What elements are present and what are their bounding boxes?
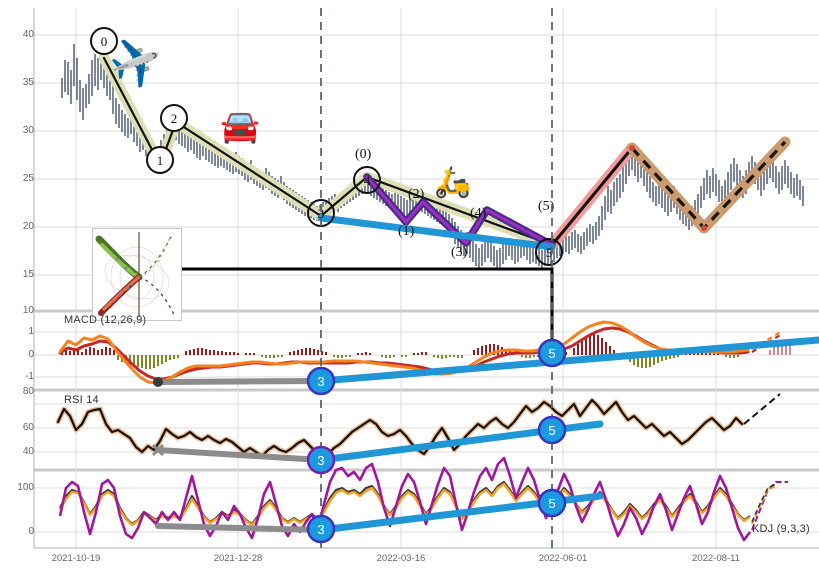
kdj-d-line <box>58 482 751 527</box>
rsi-panel-label: RSI 14 <box>64 394 99 406</box>
scooter-icon: 🛵 <box>434 166 472 199</box>
xtick-3: 2022-06-01 <box>538 553 588 564</box>
price-ytick-10: 10 <box>22 305 34 316</box>
xtick-2: 2022-03-16 <box>376 553 426 564</box>
pivot-kdj-5-label: 5 <box>548 496 555 511</box>
kdj-ytick-100: 100 <box>17 482 34 493</box>
car-icon: 🚘 <box>220 108 260 144</box>
price-ytick-20: 20 <box>22 221 34 232</box>
macd-ytick-0: 0 <box>28 349 34 360</box>
subwave-label-4: (4) <box>470 206 487 221</box>
macd-gray-divergence-line <box>155 378 324 385</box>
pivot-macd-5-label: 5 <box>548 346 555 361</box>
pivot-rsi-3[interactable]: 3 <box>306 445 336 475</box>
price-ytick-25: 25 <box>22 173 34 184</box>
price-ytick-40: 40 <box>22 29 34 40</box>
wave-label-2: 2 <box>171 111 178 126</box>
rsi-line <box>56 398 744 460</box>
kdj-j-line <box>58 456 752 542</box>
rsi-ytick-60: 60 <box>22 422 34 433</box>
wave-label-1: 1 <box>157 153 164 168</box>
price-blue-trendline <box>317 214 556 251</box>
bullish-leg-line <box>550 146 634 247</box>
pivot-rsi-5[interactable]: 5 <box>537 415 567 445</box>
wave-label-3: 3 <box>318 206 325 221</box>
pivot-kdj-3[interactable]: 3 <box>306 514 336 544</box>
subwave-label-0: (0) <box>355 147 372 162</box>
macd-blue-divergence-line <box>317 336 819 385</box>
wave-label-0: 0 <box>101 34 108 49</box>
inset-thumbnail-graphic <box>93 229 181 320</box>
macd-ytick-neg1: -1 <box>25 371 34 382</box>
wave-label-4: 4 <box>364 173 371 188</box>
xtick-1: 2021-12-28 <box>213 553 263 564</box>
rsi-ytick-40: 40 <box>22 446 34 457</box>
sub-wave-purple-inner <box>365 175 554 247</box>
macd-ytick-1: 1 <box>28 326 34 337</box>
price-ytick-35: 35 <box>22 77 34 88</box>
macd-line <box>58 320 750 385</box>
rsi-ytick-80: 80 <box>22 386 34 397</box>
pivot-kdj-3-label: 3 <box>317 522 324 537</box>
kdj-panel-label: KDJ (9,3,3) <box>752 523 810 535</box>
pivot-rsi-3-label: 3 <box>317 453 324 468</box>
xtick-0: 2021-10-19 <box>51 553 101 564</box>
pivot-rsi-5-label: 5 <box>548 423 555 438</box>
price-ytick-15: 15 <box>22 269 34 280</box>
rsi-gray-divergence-line <box>155 447 324 463</box>
pivot-macd-3[interactable]: 3 <box>306 366 336 396</box>
inset-thumbnail[interactable] <box>92 228 182 321</box>
xtick-4: 2022-08-11 <box>692 553 740 564</box>
subwave-label-2: (2) <box>408 187 425 202</box>
wave-label-5: 5 <box>546 245 553 260</box>
pivot-kdj-5[interactable]: 5 <box>537 488 567 518</box>
pivot-macd-3-label: 3 <box>317 374 324 389</box>
primary-wave-line <box>102 56 554 247</box>
subwave-label-1: (1) <box>398 224 415 239</box>
subwave-label-5: (5) <box>538 199 555 214</box>
subwave-label-3: (3) <box>451 245 468 260</box>
macd-panel-label: MACD (12,26,9) <box>64 314 147 326</box>
pivot-macd-5[interactable]: 5 <box>537 338 567 368</box>
kdj-ytick-0: 0 <box>28 526 34 537</box>
kdj-gray-divergence-line <box>155 523 324 533</box>
price-ytick-30: 30 <box>22 125 34 136</box>
